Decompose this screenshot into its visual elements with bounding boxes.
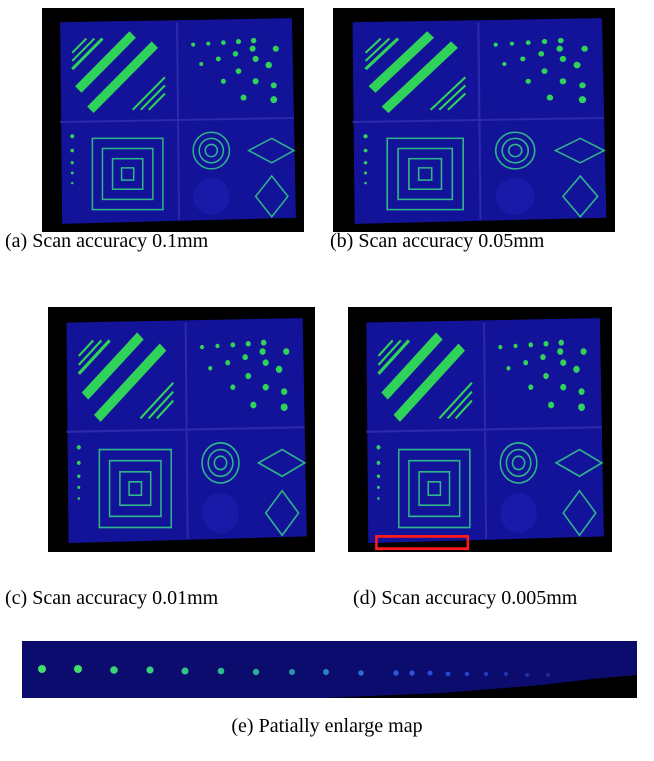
caption: (c) Scan accuracy 0.01mm	[5, 586, 218, 610]
figure: (a) Scan accuracy 0.1mm (b) Scan accurac…	[0, 0, 654, 761]
scan-image-d	[348, 307, 612, 552]
plate	[42, 8, 304, 232]
caption: (a) Scan accuracy 0.1mm	[5, 229, 208, 253]
caption: (b) Scan accuracy 0.05mm	[330, 229, 544, 253]
caption: (e) Patially enlarge map	[0, 714, 654, 738]
scan-image-c	[48, 307, 315, 552]
plate	[348, 307, 612, 552]
scan-image-a	[42, 8, 304, 232]
enlarged-map	[22, 641, 637, 698]
caption: (d) Scan accuracy 0.005mm	[353, 586, 577, 610]
plate	[48, 307, 315, 552]
scan-image-b	[333, 8, 615, 232]
plate	[333, 8, 615, 232]
